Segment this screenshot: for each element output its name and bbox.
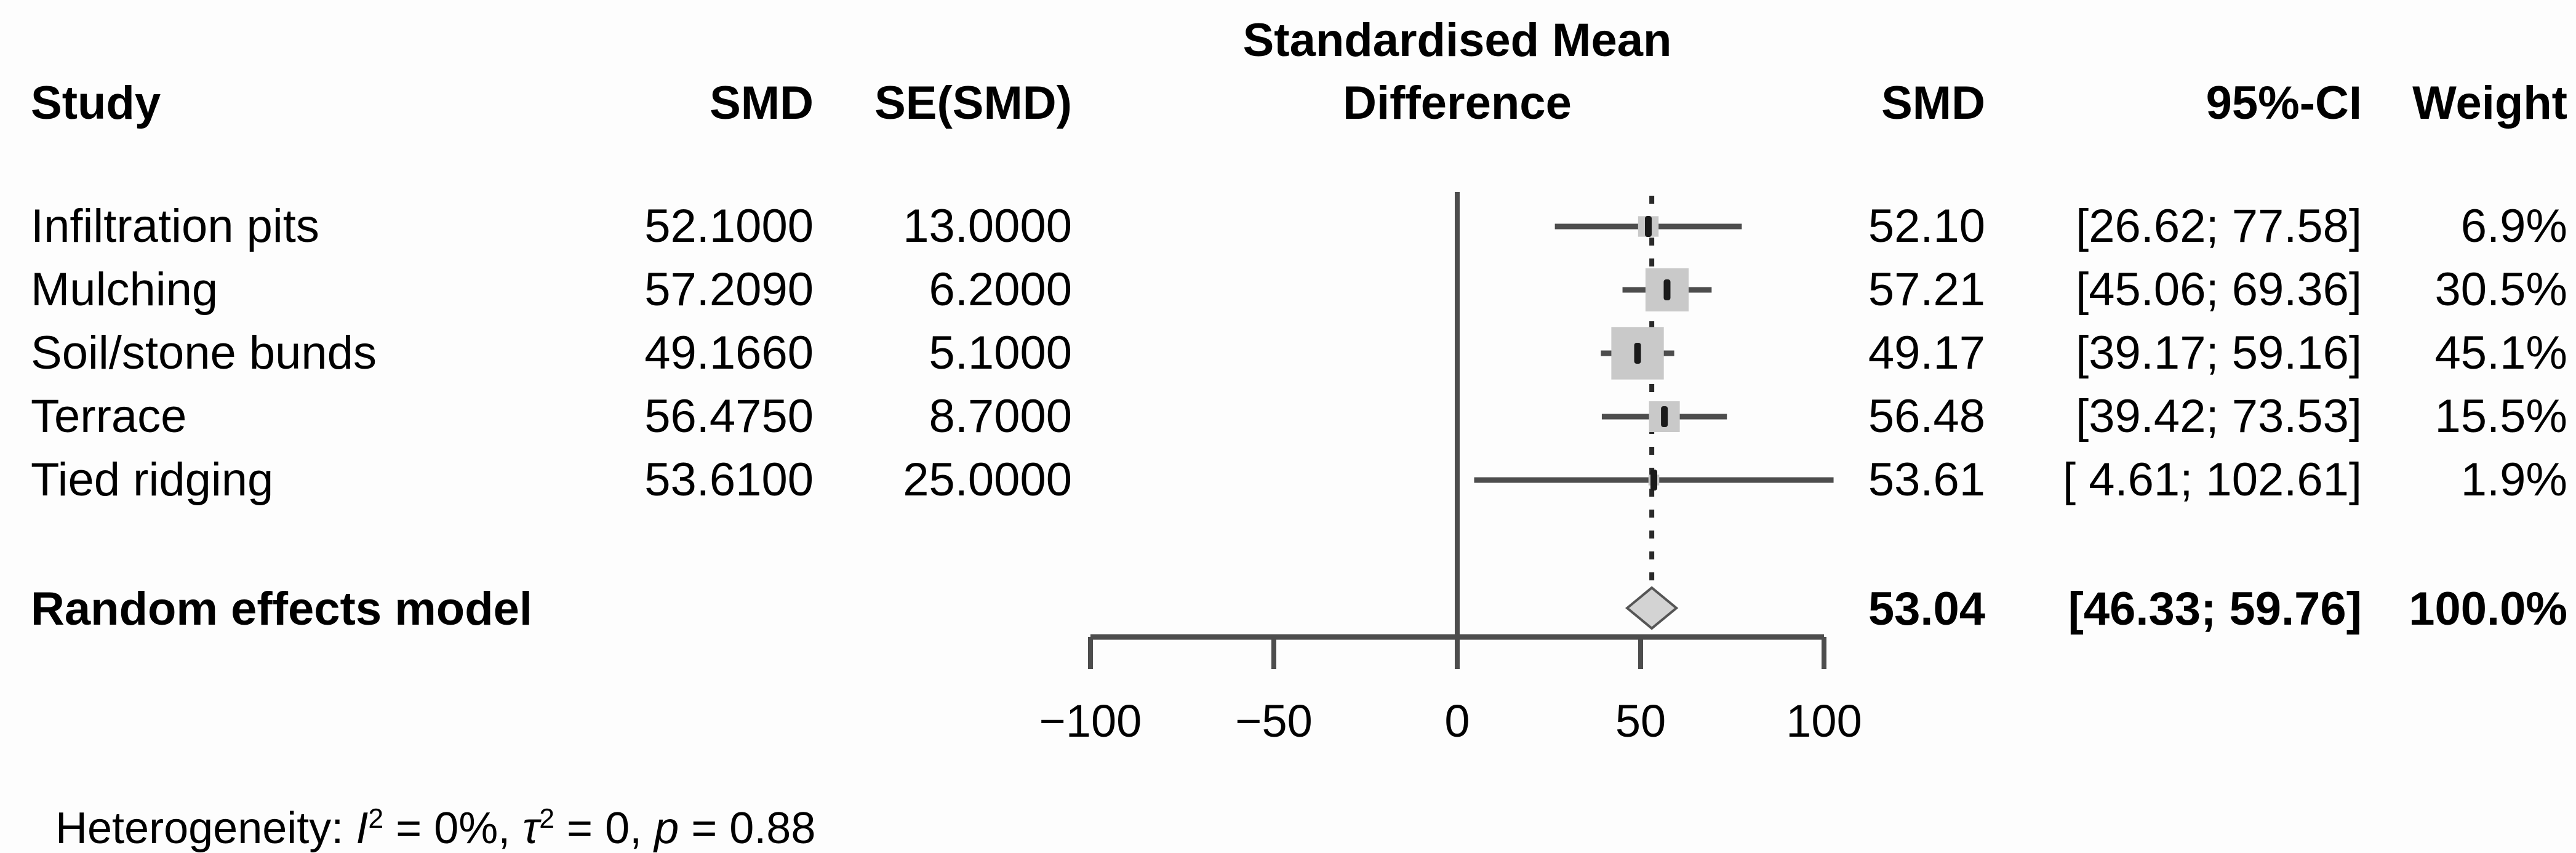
- heterogeneity-prefix: Heterogeneity:: [55, 804, 356, 853]
- heterogeneity-note: Heterogeneity: I2 = 0%, τ2 = 0, p = 0.88: [31, 762, 815, 851]
- heterogeneity-seg1: = 0%,: [383, 804, 523, 853]
- tau-squared-exponent: 2: [539, 804, 555, 834]
- summary-diamond: [1625, 586, 1679, 630]
- smd-input: 52.1000: [644, 200, 814, 252]
- se-value: 8.7000: [929, 390, 1072, 443]
- i-squared-exponent: 2: [368, 804, 384, 834]
- column-header-weight: Weight: [2412, 77, 2567, 129]
- smd-input: 56.4750: [644, 390, 814, 443]
- point-estimate-marker: [1661, 406, 1668, 427]
- p-symbol: p: [654, 804, 679, 853]
- ci-value: [39.42; 73.53]: [2076, 390, 2362, 443]
- column-header-95ci: 95%-CI: [2206, 77, 2362, 129]
- weight-value: 15.5%: [2434, 390, 2568, 443]
- se-value: 13.0000: [903, 200, 1072, 252]
- heterogeneity-seg3: = 0.88: [679, 804, 816, 853]
- ci-value: [26.62; 77.58]: [2076, 200, 2362, 252]
- study-label: Terrace: [31, 390, 187, 443]
- smd-input: 53.6100: [644, 454, 814, 506]
- point-estimate-marker: [1663, 279, 1671, 300]
- se-value: 5.1000: [929, 327, 1072, 379]
- x-axis-tick-label: 100: [1786, 695, 1862, 747]
- smd-value: 56.48: [1868, 390, 1985, 443]
- column-header-smd: SMD: [1881, 77, 1985, 129]
- se-value: 6.2000: [929, 263, 1072, 316]
- study-label: Infiltration pits: [31, 200, 319, 252]
- weight-value: 45.1%: [2434, 327, 2568, 379]
- se-value: 25.0000: [903, 454, 1072, 506]
- study-label: Soil/stone bunds: [31, 327, 377, 379]
- weight-value: 1.9%: [2460, 454, 2567, 506]
- column-header-study: Study: [31, 77, 161, 129]
- summary-weight-value: 100.0%: [2409, 583, 2567, 635]
- tau-squared-symbol: τ: [522, 804, 540, 853]
- smd-input: 49.1660: [644, 327, 814, 379]
- x-axis-tick-label: −50: [1235, 695, 1313, 747]
- i-squared-symbol: I: [356, 804, 369, 853]
- point-estimate-marker: [1645, 216, 1652, 237]
- plot-title-line1: Standardised Mean: [1242, 14, 1672, 66]
- column-header-se-smd: SE(SMD): [874, 77, 1072, 129]
- ci-value: [45.06; 69.36]: [2076, 263, 2362, 316]
- smd-value: 53.61: [1868, 454, 1985, 506]
- plot-title-line2: Difference: [1343, 77, 1572, 129]
- study-label: Mulching: [31, 263, 218, 316]
- x-axis-tick-label: 50: [1615, 695, 1666, 747]
- summary-label: Random effects model: [31, 583, 533, 635]
- study-label: Tied ridging: [31, 454, 274, 506]
- summary-ci-value: [46.33; 59.76]: [2068, 583, 2362, 635]
- weight-value: 6.9%: [2460, 200, 2567, 252]
- point-estimate-marker: [1634, 343, 1641, 364]
- smd-input: 57.2090: [644, 263, 814, 316]
- smd-value: 49.17: [1868, 327, 1985, 379]
- x-axis-tick-label: 0: [1444, 695, 1470, 747]
- smd-value: 52.10: [1868, 200, 1985, 252]
- smd-value: 57.21: [1868, 263, 1985, 316]
- summary-smd-value: 53.04: [1868, 583, 1985, 635]
- point-estimate-marker: [1650, 470, 1658, 491]
- column-header-smd-input: SMD: [710, 77, 814, 129]
- ci-value: [ 4.61; 102.61]: [2063, 454, 2362, 506]
- ci-value: [39.17; 59.16]: [2076, 327, 2362, 379]
- x-axis-tick-label: −100: [1039, 695, 1142, 747]
- weight-value: 30.5%: [2434, 263, 2568, 316]
- heterogeneity-seg2: = 0,: [554, 804, 655, 853]
